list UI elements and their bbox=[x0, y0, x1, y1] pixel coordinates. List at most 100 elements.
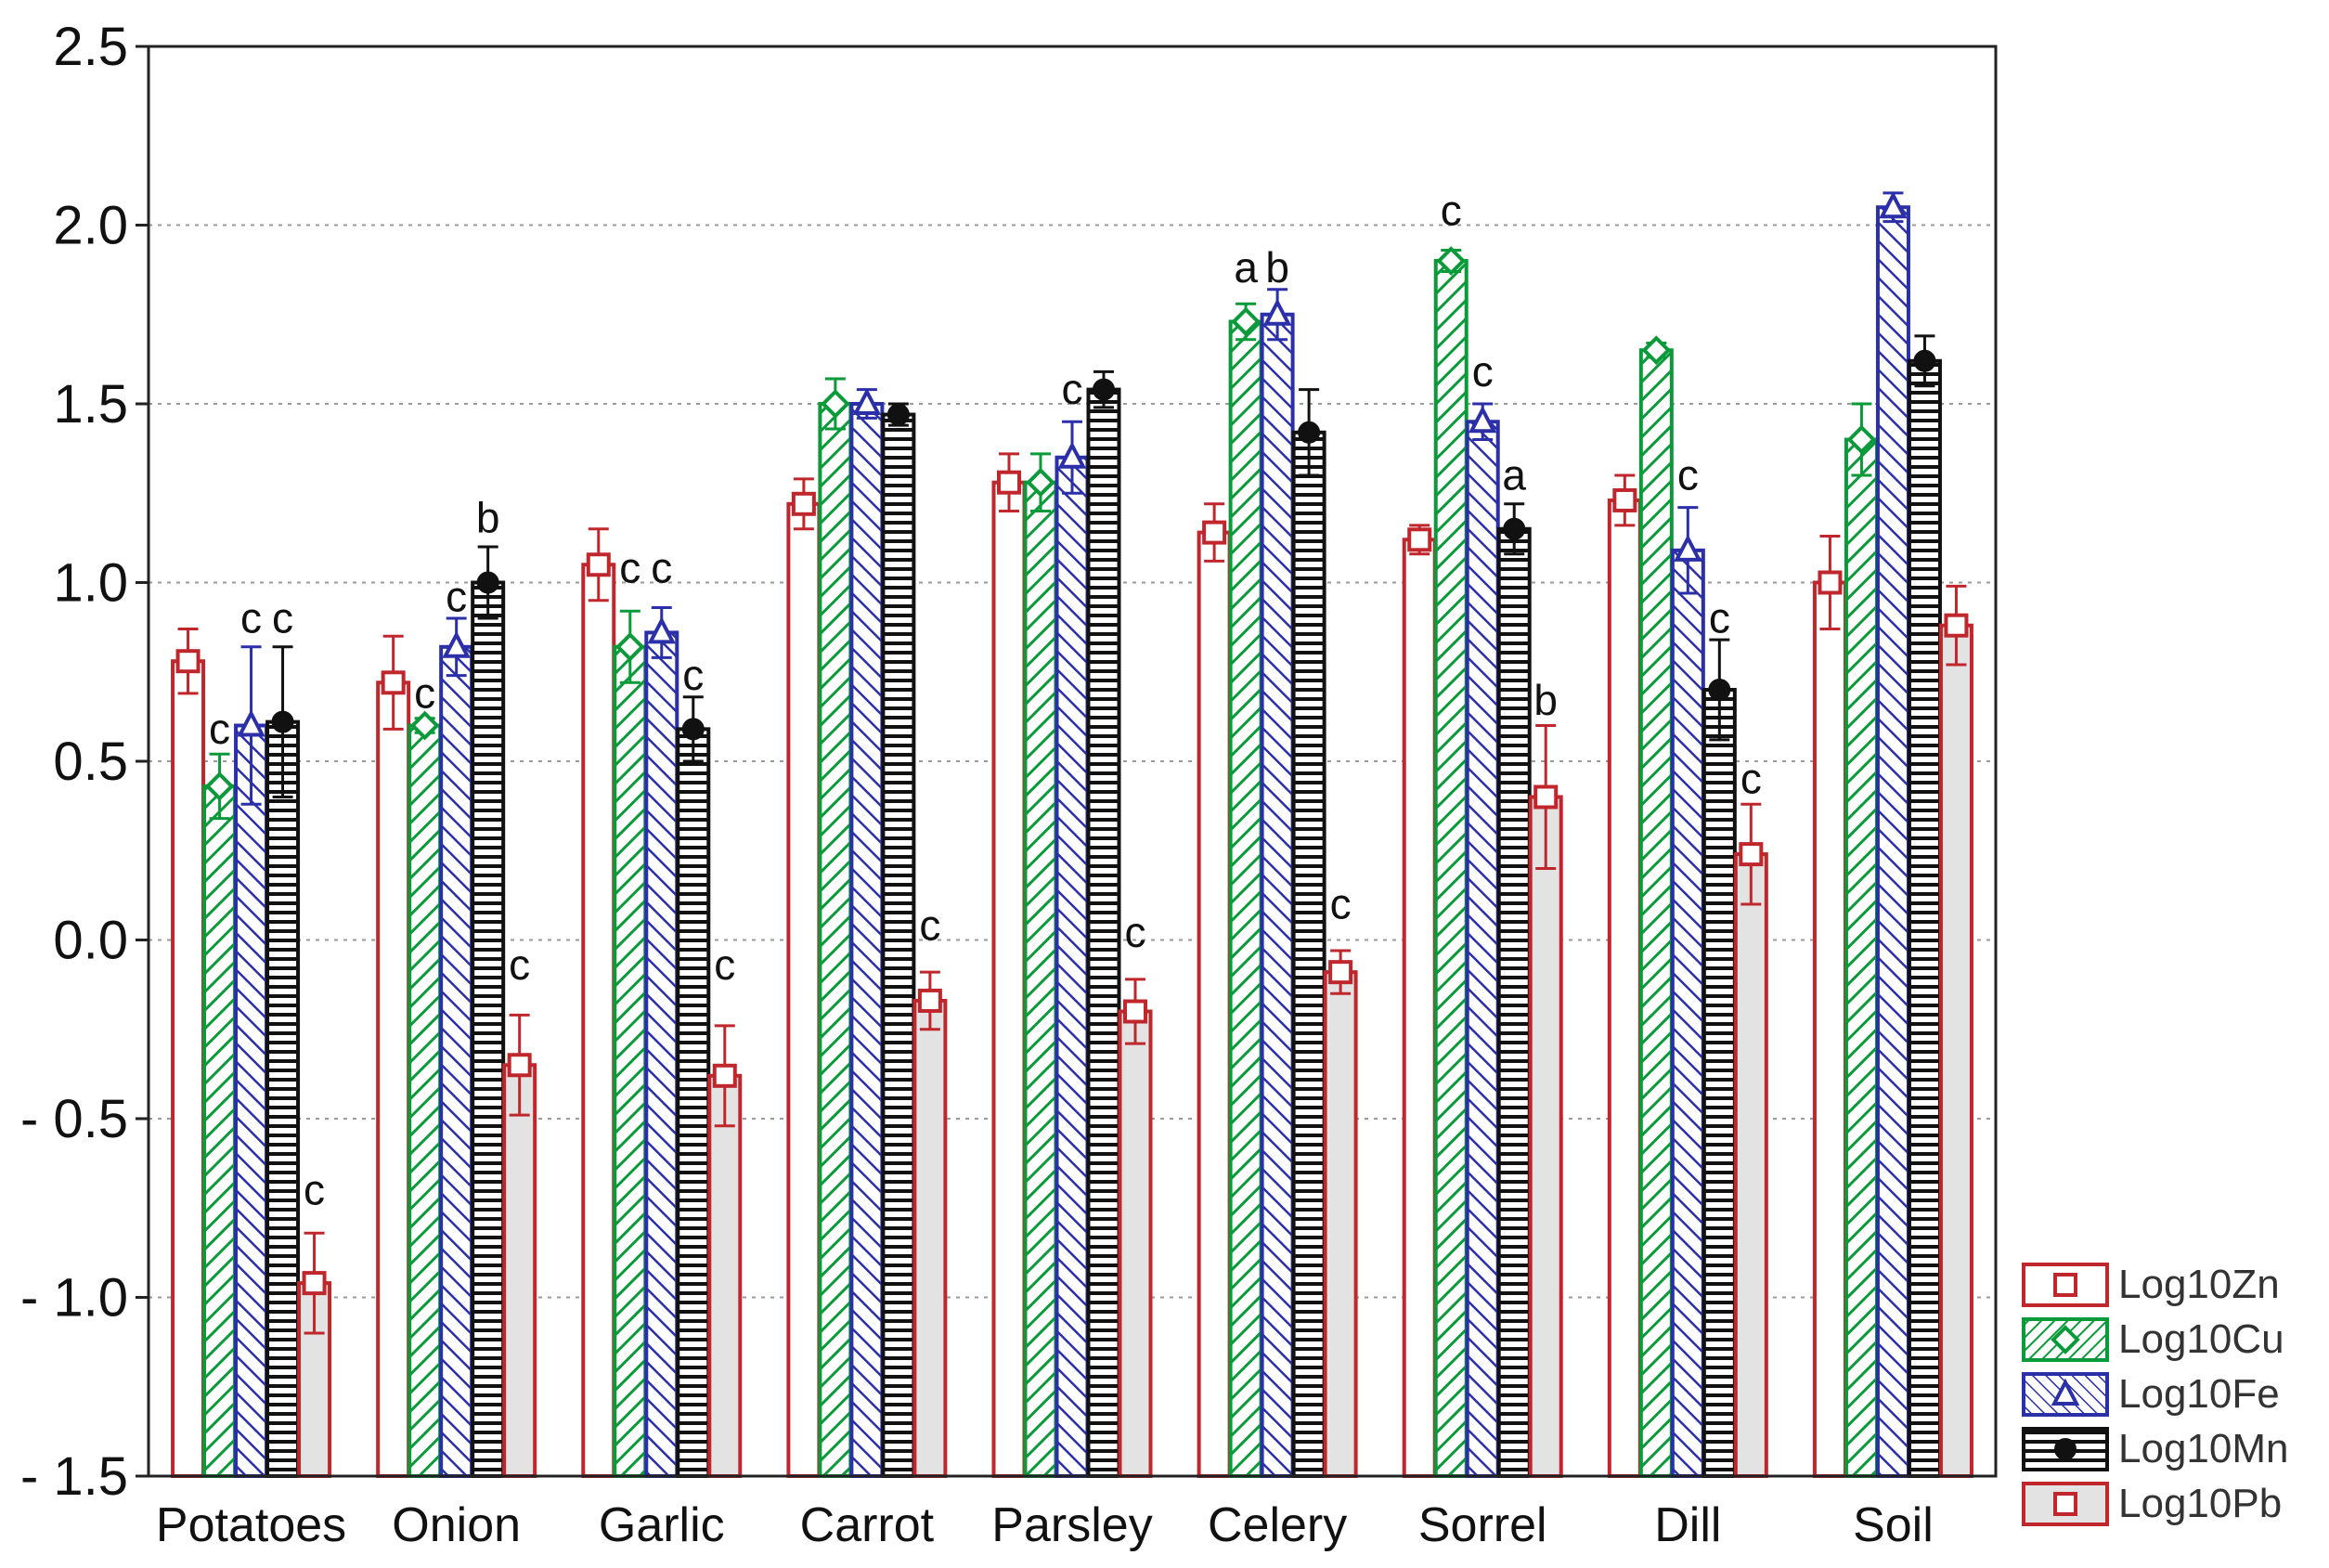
x-tick-label: Onion bbox=[392, 1498, 521, 1552]
legend-label: Log10Zn bbox=[2118, 1262, 2280, 1307]
legend-item-log10zn: Log10Zn bbox=[2022, 1262, 2280, 1307]
point-marker bbox=[1533, 784, 1559, 810]
point-marker bbox=[2051, 1325, 2080, 1354]
bar-log10pb-garlic bbox=[707, 1073, 743, 1479]
legend-item-log10cu: Log10Cu bbox=[2022, 1316, 2284, 1362]
y-tick-label: 0.0 bbox=[53, 911, 128, 971]
x-tick-label: Dill bbox=[1654, 1498, 1721, 1552]
significance-label: c bbox=[1472, 347, 1494, 395]
legend-label: Log10Mn bbox=[2118, 1426, 2288, 1471]
bar-log10cu-dill bbox=[1638, 348, 1674, 1478]
point-marker bbox=[1262, 298, 1292, 326]
significance-label: c bbox=[446, 572, 467, 620]
legend-item-log10pb: Log10Pb bbox=[2022, 1481, 2282, 1526]
x-tick-label: Parsley bbox=[991, 1498, 1152, 1552]
bar-log10fe-sorrel bbox=[1465, 420, 1500, 1478]
significance-label: c bbox=[304, 1165, 325, 1213]
significance-label: c bbox=[682, 651, 704, 699]
point-marker bbox=[302, 1271, 327, 1296]
bar-log10mn-celery bbox=[1291, 430, 1326, 1478]
y-tick-label: 2.0 bbox=[53, 196, 128, 256]
point-marker bbox=[647, 616, 677, 644]
point-marker bbox=[442, 630, 471, 658]
y-tick-label: - 1.5 bbox=[20, 1446, 128, 1507]
point-marker bbox=[681, 718, 705, 741]
bar-log10mn-carrot bbox=[881, 412, 916, 1478]
bar-log10zn-onion bbox=[376, 680, 411, 1478]
significance-label: c bbox=[1709, 593, 1730, 641]
point-marker bbox=[1846, 424, 1877, 455]
point-marker bbox=[1026, 467, 1055, 498]
point-marker bbox=[791, 491, 816, 516]
bar-log10mn-parsley bbox=[1086, 387, 1121, 1479]
point-marker bbox=[2054, 1438, 2077, 1460]
point-marker bbox=[1202, 520, 1227, 545]
significance-label: c bbox=[509, 940, 530, 989]
bar-log10pb-soil bbox=[1938, 623, 1973, 1478]
point-marker bbox=[1057, 441, 1087, 469]
significance-label: c bbox=[651, 544, 672, 592]
significance-label: c bbox=[414, 668, 435, 717]
significance-label: c bbox=[1330, 879, 1352, 927]
point-marker bbox=[1231, 306, 1261, 337]
significance-label: c bbox=[1441, 187, 1462, 235]
point-marker bbox=[1468, 405, 1497, 434]
point-marker bbox=[1093, 378, 1115, 401]
bar-log10zn-carrot bbox=[786, 501, 822, 1478]
bar-log10zn-potatoes bbox=[171, 659, 206, 1478]
significance-label: b bbox=[1265, 243, 1289, 292]
x-axis: Potatoes Onion Garlic Carrot Parsley Celery So… bbox=[156, 1498, 1934, 1552]
point-marker bbox=[1944, 613, 1969, 638]
bar-log10mn-garlic bbox=[676, 727, 711, 1478]
point-marker bbox=[1739, 842, 1764, 867]
point-marker bbox=[175, 649, 201, 674]
bar-log10mn-dill bbox=[1701, 688, 1737, 1478]
significance-label: a bbox=[1502, 450, 1526, 499]
significance-label: c bbox=[240, 593, 262, 641]
point-marker bbox=[409, 710, 440, 741]
bar-log10mn-onion bbox=[471, 580, 506, 1478]
bar-log10cu-parsley bbox=[1023, 480, 1058, 1479]
x-tick-label: Carrot bbox=[800, 1498, 935, 1552]
point-marker bbox=[271, 710, 294, 733]
x-tick-label: Garlic bbox=[599, 1498, 725, 1552]
significance-label: b bbox=[476, 494, 500, 542]
bar-log10fe-carrot bbox=[849, 402, 885, 1478]
point-marker bbox=[1708, 679, 1731, 701]
point-marker bbox=[852, 387, 882, 415]
point-marker bbox=[997, 470, 1021, 495]
bar-log10cu-garlic bbox=[613, 644, 648, 1478]
y-axis: 2.5 2.0 1.5 1.0 0.5 0.0 - 0.5 - 1.0 - 1.5 bbox=[20, 17, 149, 1507]
significance-label: c bbox=[1740, 755, 1762, 803]
bar-log10cu-onion bbox=[408, 723, 443, 1478]
legend: Log10Zn Log10Cu Log10Fe Log10Mn Log10Pb bbox=[2022, 1262, 2288, 1526]
point-marker bbox=[1641, 335, 1672, 366]
bar-log10pb-parsley bbox=[1118, 1009, 1153, 1478]
y-tick-label: 1.5 bbox=[53, 374, 128, 434]
point-marker bbox=[1123, 999, 1147, 1024]
point-marker bbox=[712, 1063, 737, 1088]
point-marker bbox=[1503, 517, 1526, 540]
bar-log10pb-onion bbox=[502, 1063, 537, 1478]
point-marker bbox=[615, 631, 645, 662]
bar-log10cu-potatoes bbox=[202, 784, 238, 1478]
bar-log10fe-soil bbox=[1875, 205, 1910, 1478]
bar-log10pb-sorrel bbox=[1528, 795, 1563, 1478]
y-tick-label: 2.5 bbox=[53, 17, 128, 77]
bar-log10fe-celery bbox=[1260, 312, 1295, 1478]
significance-label: c bbox=[919, 901, 940, 950]
bar-log10cu-celery bbox=[1228, 319, 1263, 1479]
point-marker bbox=[2051, 1378, 2080, 1406]
bar-log10pb-carrot bbox=[912, 998, 948, 1478]
legend-label: Log10Pb bbox=[2118, 1481, 2282, 1526]
bar-log10cu-carrot bbox=[818, 402, 853, 1478]
point-marker bbox=[2053, 1273, 2077, 1297]
significance-label: c bbox=[619, 544, 640, 592]
bar-log10cu-sorrel bbox=[1433, 259, 1469, 1478]
bar-log10mn-sorrel bbox=[1496, 526, 1532, 1478]
x-tick-label: Sorrel bbox=[1418, 1498, 1547, 1552]
bar-log10zn-sorrel bbox=[1402, 538, 1437, 1478]
legend-label: Log10Fe bbox=[2118, 1371, 2280, 1417]
